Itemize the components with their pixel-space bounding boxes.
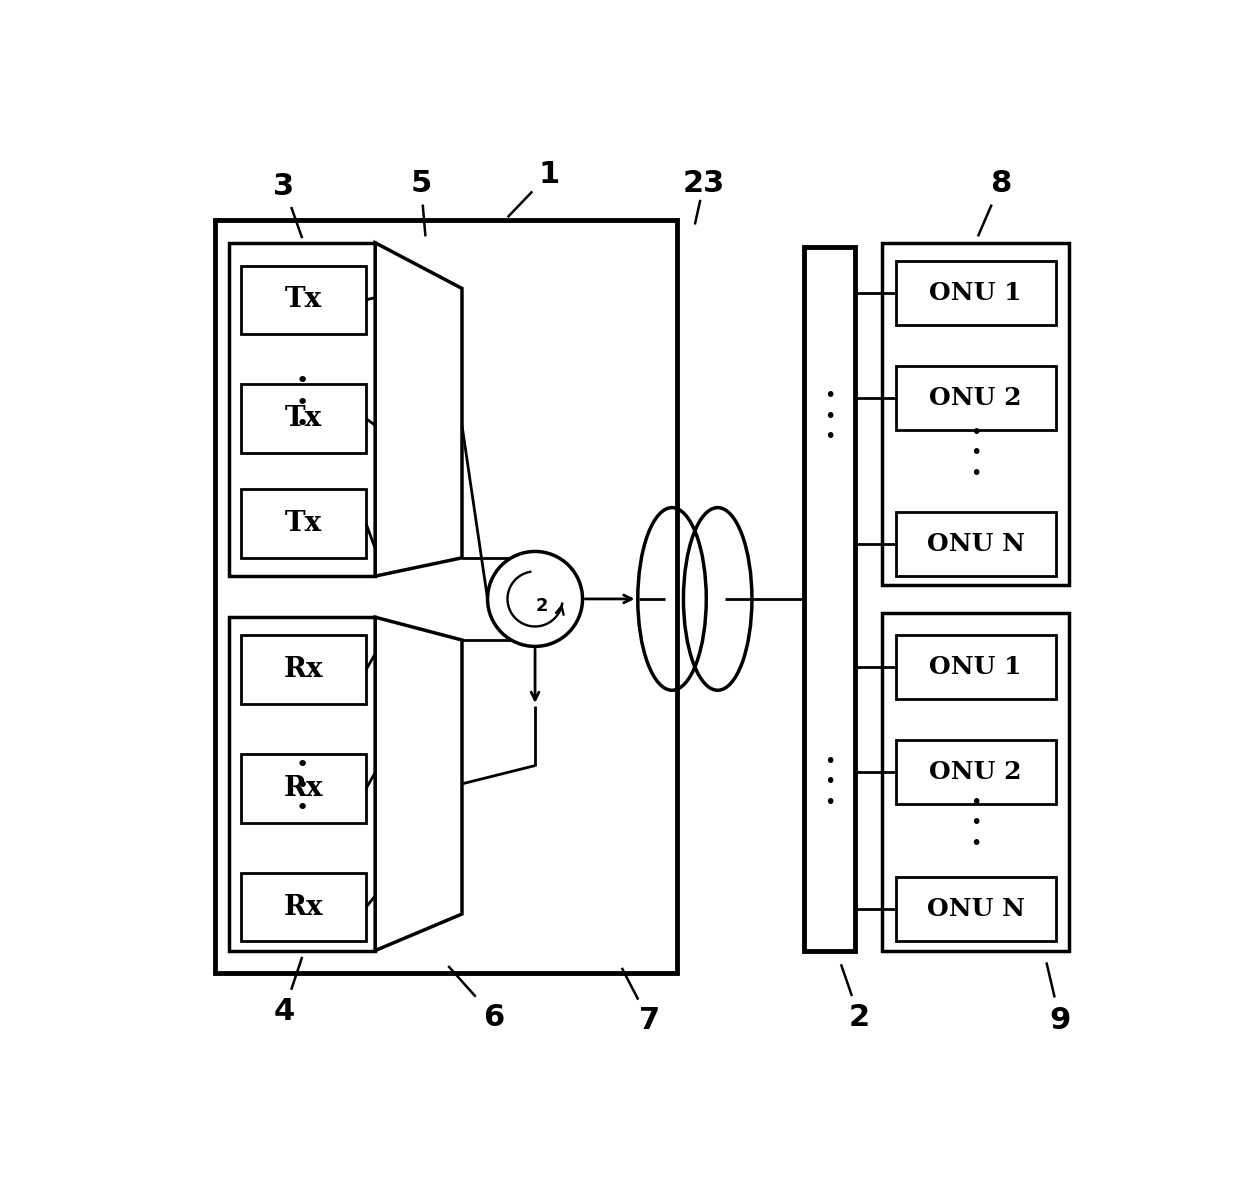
Text: Tx: Tx <box>285 286 322 313</box>
FancyBboxPatch shape <box>229 617 376 950</box>
FancyBboxPatch shape <box>241 266 366 334</box>
Text: •
•
•: • • • <box>295 371 309 434</box>
Text: Rx: Rx <box>284 656 324 683</box>
FancyBboxPatch shape <box>241 636 366 704</box>
Text: 2: 2 <box>848 1002 869 1032</box>
FancyBboxPatch shape <box>241 490 366 557</box>
Text: •
•
•: • • • <box>823 752 836 811</box>
Text: ONU N: ONU N <box>926 898 1024 922</box>
Text: Tx: Tx <box>285 406 322 432</box>
FancyBboxPatch shape <box>882 243 1069 585</box>
Text: ONU N: ONU N <box>926 533 1024 556</box>
Text: 2: 2 <box>536 598 548 616</box>
Text: ONU 1: ONU 1 <box>930 281 1022 305</box>
FancyBboxPatch shape <box>895 366 1055 431</box>
FancyBboxPatch shape <box>895 878 1055 942</box>
Text: ONU 2: ONU 2 <box>930 760 1022 784</box>
FancyBboxPatch shape <box>895 740 1055 804</box>
Text: •
•
•: • • • <box>970 792 981 853</box>
Text: Rx: Rx <box>284 774 324 802</box>
Text: 5: 5 <box>410 168 432 198</box>
FancyBboxPatch shape <box>241 873 366 942</box>
Text: Tx: Tx <box>285 510 322 537</box>
Text: 7: 7 <box>639 1007 660 1035</box>
FancyBboxPatch shape <box>895 261 1055 325</box>
Text: Rx: Rx <box>284 893 324 920</box>
Text: 6: 6 <box>484 1002 505 1032</box>
FancyBboxPatch shape <box>895 512 1055 576</box>
Text: ONU 2: ONU 2 <box>930 385 1022 410</box>
FancyBboxPatch shape <box>895 636 1055 700</box>
FancyBboxPatch shape <box>805 248 854 950</box>
Text: 4: 4 <box>273 997 295 1026</box>
FancyBboxPatch shape <box>241 754 366 823</box>
Polygon shape <box>376 243 463 576</box>
Text: •
•
•: • • • <box>823 387 836 446</box>
Text: 1: 1 <box>538 160 559 189</box>
Circle shape <box>487 551 583 646</box>
FancyBboxPatch shape <box>882 613 1069 950</box>
FancyBboxPatch shape <box>229 243 376 576</box>
Text: 8: 8 <box>991 168 1012 198</box>
Text: ONU 1: ONU 1 <box>930 656 1022 680</box>
Polygon shape <box>376 617 463 950</box>
Text: 9: 9 <box>1049 1007 1071 1035</box>
Text: 23: 23 <box>683 168 725 198</box>
Text: 3: 3 <box>273 172 294 200</box>
FancyBboxPatch shape <box>216 219 677 974</box>
FancyBboxPatch shape <box>241 384 366 453</box>
Text: •
•
•: • • • <box>295 754 309 817</box>
Text: •
•
•: • • • <box>970 423 981 483</box>
